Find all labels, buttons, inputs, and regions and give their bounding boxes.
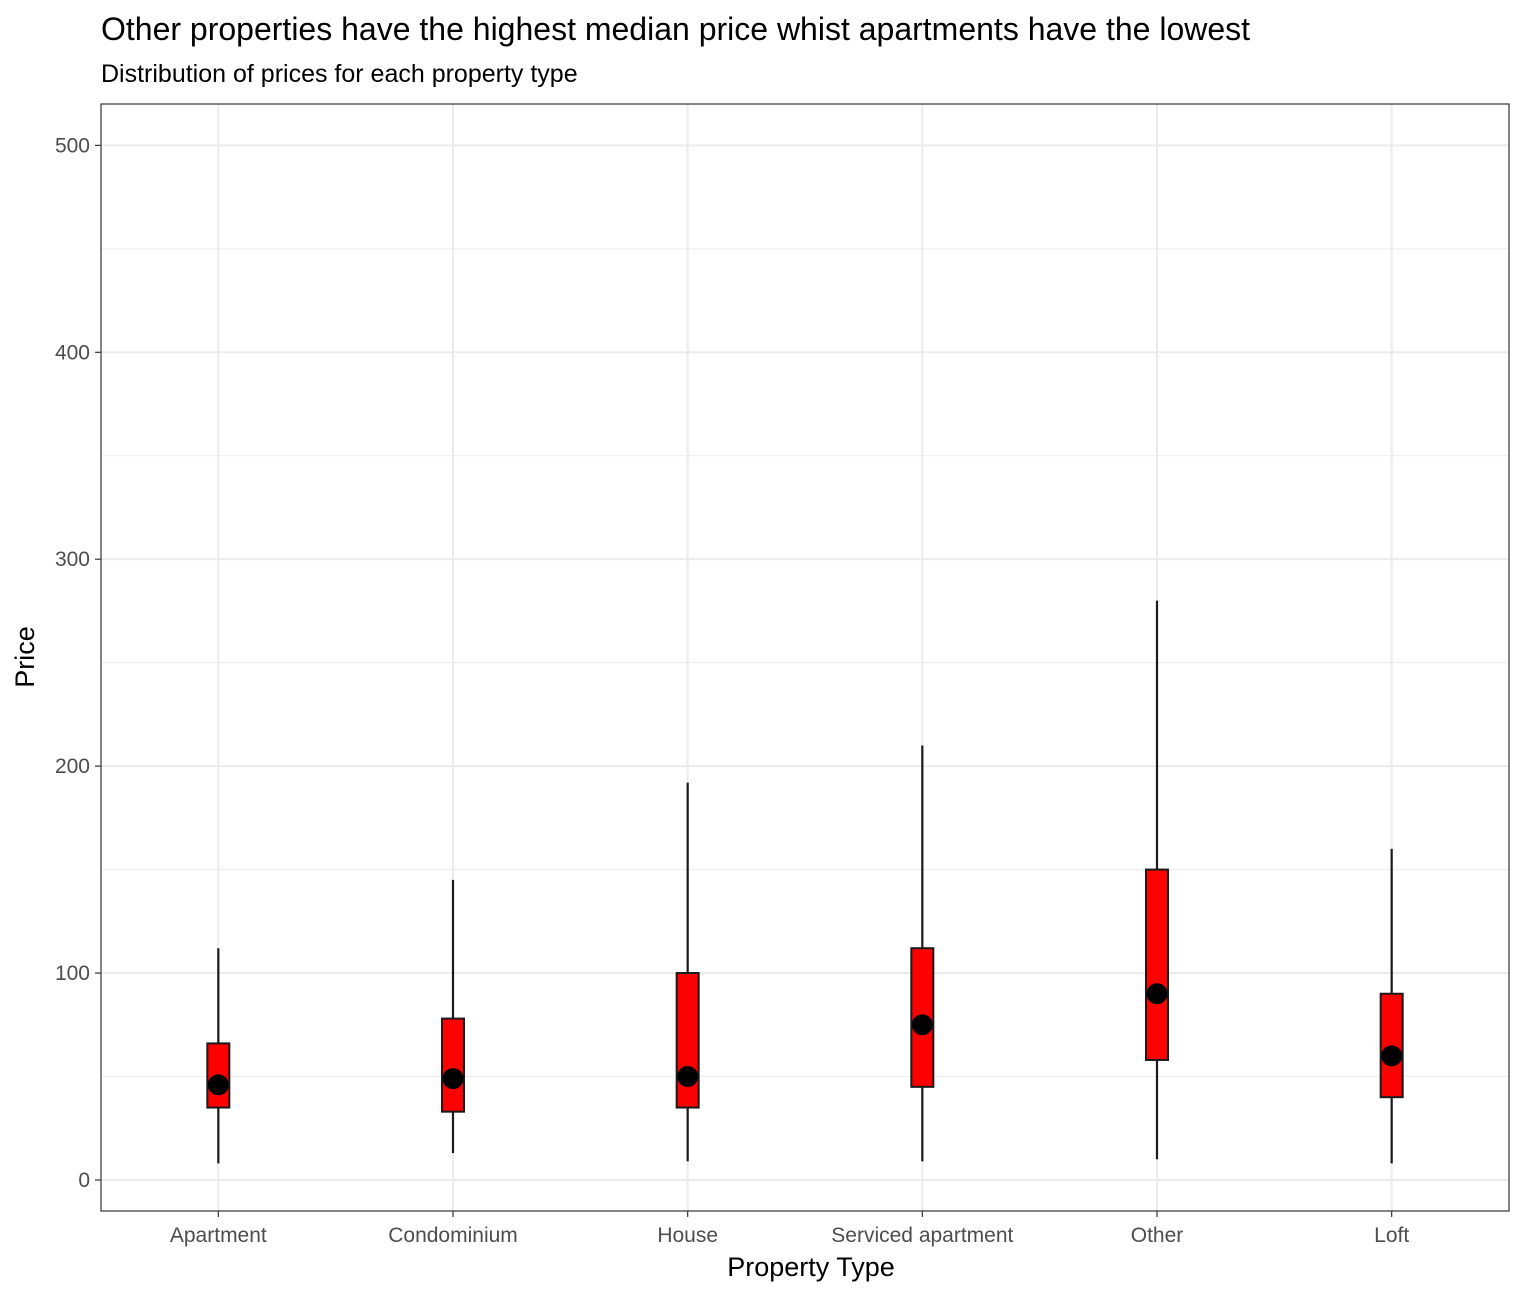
y-tick-label: 200	[55, 755, 90, 778]
panel-border	[100, 103, 1510, 1212]
x-tick-label: Other	[1131, 1224, 1184, 1247]
median-point	[1381, 1045, 1403, 1067]
y-tick-label: 100	[55, 962, 90, 985]
median-point	[442, 1068, 464, 1090]
iqr-box	[675, 972, 700, 1109]
chart-subtitle: Distribution of prices for each property…	[101, 60, 578, 88]
y-tick-label: 400	[55, 341, 90, 364]
y-tick-label: 500	[55, 134, 90, 157]
median-point	[677, 1066, 699, 1088]
x-tick-label: Loft	[1374, 1224, 1409, 1247]
y-tick-label: 0	[78, 1169, 90, 1192]
x-tick-label: House	[657, 1224, 718, 1247]
chart-title: Other properties have the highest median…	[101, 11, 1250, 47]
iqr-box	[1145, 868, 1169, 1061]
y-tick-label: 300	[55, 548, 90, 571]
median-point	[911, 1014, 933, 1036]
x-tick-label: Condominium	[388, 1224, 518, 1247]
x-tick-label: Apartment	[170, 1224, 267, 1247]
plot-area: 0 100 200 300 400 500 Apartment Condominium Hous…	[55, 103, 1510, 1247]
median-point	[1146, 983, 1168, 1005]
x-axis-title: Property Type	[727, 1252, 895, 1282]
y-axis-title: Price	[10, 626, 40, 688]
iqr-box	[441, 1017, 465, 1113]
x-tick-label: Serviced apartment	[831, 1224, 1013, 1247]
median-point	[207, 1074, 229, 1096]
